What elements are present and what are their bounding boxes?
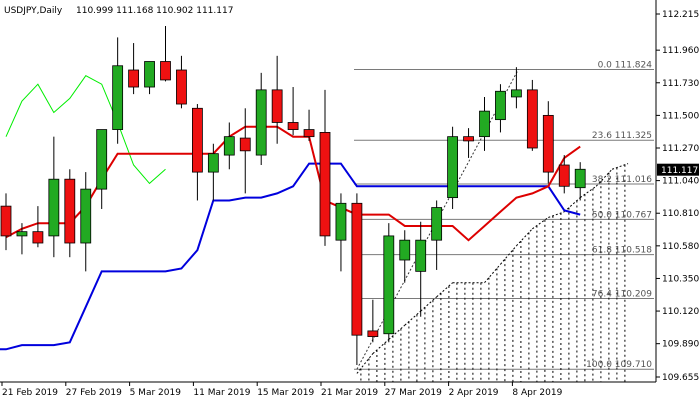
cloud-span-segment — [388, 324, 406, 340]
cloud-span-segment — [611, 163, 629, 170]
candle-body — [319, 132, 331, 237]
candle-body — [96, 129, 108, 190]
x-tick-label: 21 Feb 2019 — [2, 388, 58, 398]
candle-body — [239, 137, 251, 152]
y-tick-label: 110.580 — [662, 242, 699, 252]
candle-body — [255, 89, 267, 156]
cloud-span-segment — [404, 310, 422, 326]
candle-body — [144, 61, 155, 88]
fib-level-label: 100.0 109.710 — [586, 360, 652, 370]
cloud-span-segment — [532, 217, 549, 230]
candle-body — [223, 136, 235, 156]
y-tick-label: 112.215 — [662, 10, 699, 20]
current-price-marker — [657, 163, 699, 176]
fib-level-label: 38.2 111.016 — [592, 175, 652, 185]
current-price-label: 111.117 — [661, 166, 698, 176]
x-tick-label: 5 Mar 2019 — [130, 388, 182, 398]
candle-body — [160, 61, 171, 81]
y-tick-label: 111.960 — [662, 46, 699, 56]
y-tick-label: 111.500 — [662, 111, 699, 121]
candle-body — [447, 136, 459, 199]
y-tick-label: 111.270 — [662, 144, 699, 154]
candle-body — [479, 110, 490, 138]
y-tick-label: 109.890 — [662, 340, 699, 350]
cloud-span-segment — [563, 197, 581, 213]
cloud-span-segment — [356, 353, 374, 374]
tenkan-sen-line — [0, 162, 581, 351]
candle-body — [16, 231, 28, 237]
cloud-span-segment — [548, 211, 565, 218]
cloud-span-segment — [500, 245, 517, 265]
x-tick-label: 27 Feb 2019 — [66, 388, 122, 398]
candle-body — [303, 129, 315, 138]
y-tick-label: 110.350 — [662, 274, 699, 284]
fib-level-label: 50.0 110.767 — [592, 210, 652, 220]
candle-body — [128, 69, 140, 88]
candle-body — [542, 114, 554, 173]
x-tick-label: 8 Apr 2019 — [512, 388, 562, 398]
candle-body — [526, 89, 538, 149]
fib-level-label: 23.6 111.325 — [592, 131, 652, 141]
candle-body — [335, 202, 347, 241]
candle-body — [431, 207, 443, 241]
candle-body — [495, 90, 506, 121]
cloud-span-segment — [372, 339, 390, 354]
fib-level-label: 61.8 110.518 — [592, 246, 652, 256]
candle-body — [0, 205, 12, 237]
cloud-span-segment — [436, 282, 453, 298]
candle-body — [399, 239, 411, 261]
cloud-span-segment — [484, 263, 501, 284]
x-tick-label: 15 Mar 2019 — [257, 388, 314, 398]
candle-body — [463, 136, 474, 142]
candle-body — [510, 89, 522, 98]
chikou-span-line — [5, 75, 166, 185]
candle-body — [64, 178, 76, 244]
x-tick-label: 21 Mar 2019 — [321, 388, 378, 398]
candle-body — [574, 168, 586, 189]
x-tick-label: 2 Apr 2019 — [449, 388, 499, 398]
x-tick-label: 27 Mar 2019 — [385, 388, 442, 398]
chart-ohlc-readout: 110.999 111.168 110.902 111.117 — [76, 6, 233, 16]
candle-body — [271, 89, 283, 123]
fib-level-label: 0.0 111.824 — [598, 60, 653, 70]
candle-body — [176, 69, 187, 105]
y-tick-label: 111.730 — [662, 79, 699, 89]
candle-body — [383, 235, 395, 335]
candle-body — [367, 330, 379, 337]
cloud-span-segment — [579, 185, 597, 199]
y-tick-label: 110.120 — [662, 307, 699, 317]
candle-body — [80, 188, 92, 244]
x-tick-label: 11 Mar 2019 — [193, 388, 250, 398]
candles-layer — [0, 26, 586, 365]
candle-body — [48, 178, 60, 237]
y-tick-label: 111.040 — [662, 177, 699, 187]
chart-symbol-title: USDJPY,Daily — [4, 6, 63, 16]
fib-level-label: 76.4 110.209 — [592, 289, 652, 299]
candle-body — [558, 164, 570, 187]
cloud-span-segment — [420, 296, 437, 312]
candle-body — [415, 239, 427, 272]
y-tick-label: 110.810 — [662, 209, 699, 219]
candle-body — [112, 65, 124, 130]
y-tick-label: 109.655 — [662, 373, 699, 383]
candle-body — [351, 202, 363, 336]
candle-body — [32, 231, 44, 244]
candle-body — [287, 122, 299, 130]
ichimoku-cloud-layer — [356, 163, 629, 382]
candle-body — [207, 153, 219, 173]
candle-body — [191, 107, 203, 173]
